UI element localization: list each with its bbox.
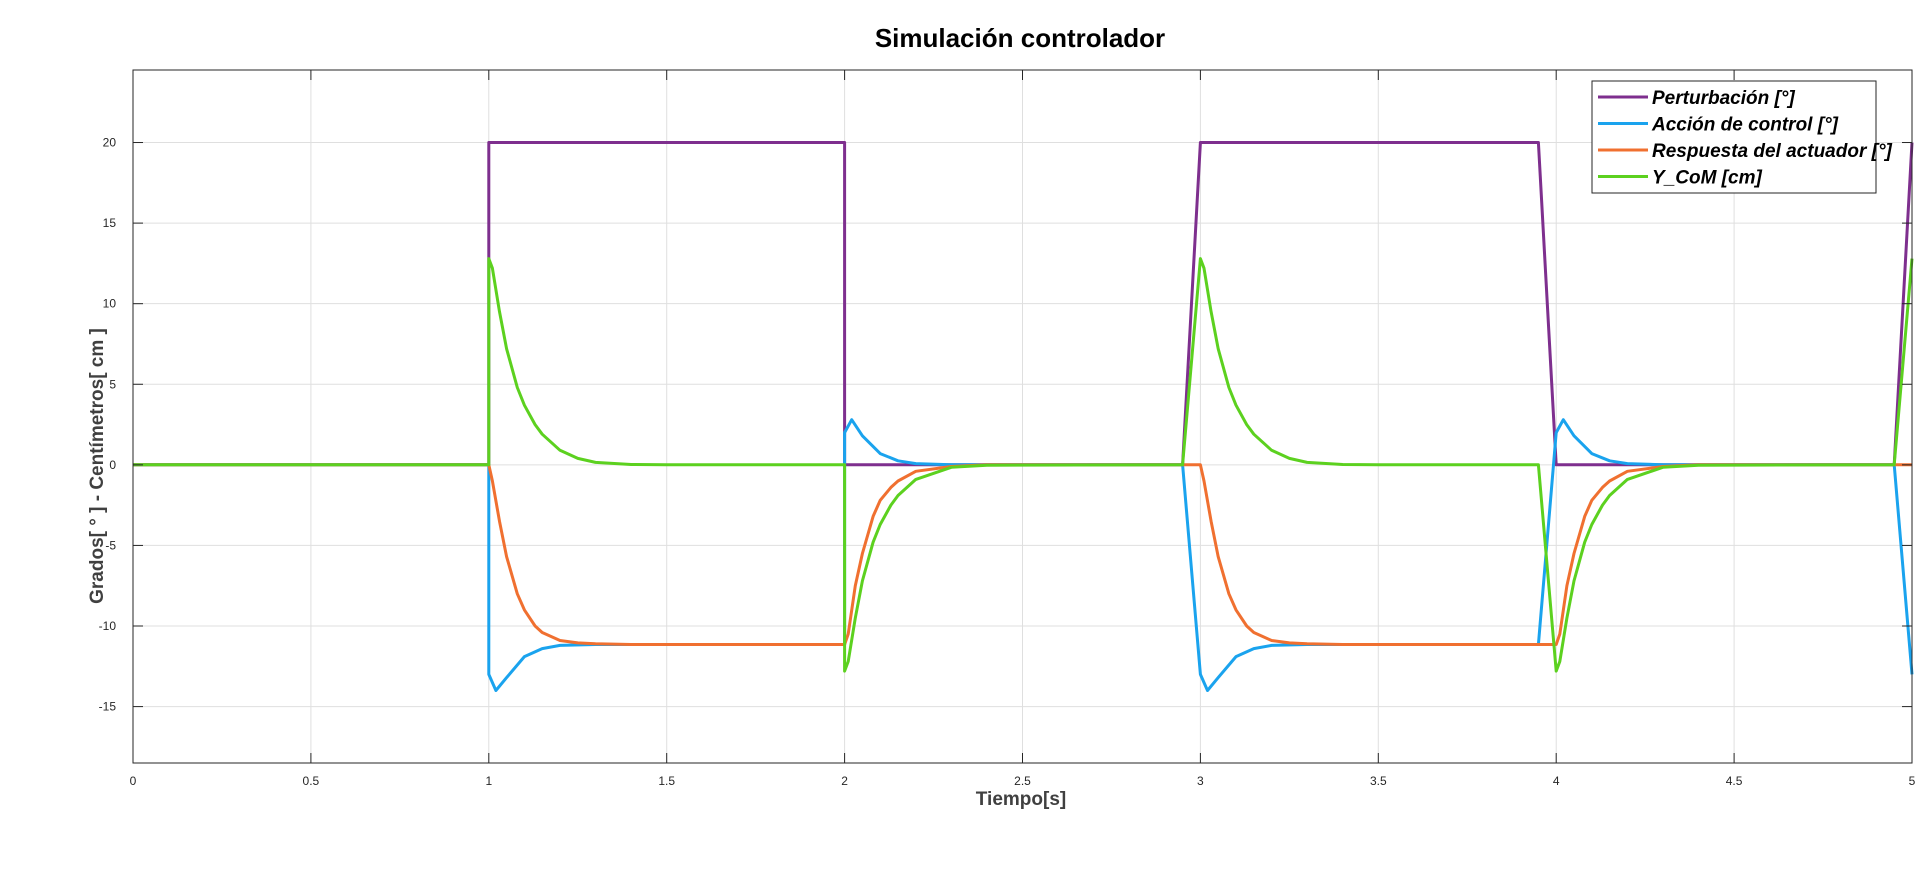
chart-title: Simulación controlador (875, 23, 1165, 53)
tick-labels: 0 0.5 1 1.5 2 2.5 3 3.5 4 4.5 5 -15 -10 -5 0 5 10 15 20 (99, 136, 1916, 788)
x-tick-label: 5 (1909, 774, 1916, 788)
x-axis-label: Tiempo[s] (976, 789, 1066, 810)
x-tick-label: 2 (841, 774, 848, 788)
y-tick-label: 20 (103, 136, 117, 150)
series-line-3 (133, 463, 1912, 646)
legend: Perturbación [°] Acción de control [°] Res… (1591, 80, 1893, 194)
axes (132, 69, 1913, 764)
x-tick-label: 0.5 (303, 774, 320, 788)
x-tick-label: 2.5 (1014, 774, 1031, 788)
x-tick-label: 3.5 (1370, 774, 1387, 788)
series-line-4 (133, 257, 1914, 673)
y-tick-label: 0 (109, 458, 116, 472)
legend-label-4: Y_CoM [cm] (1652, 168, 1762, 189)
series-lines (133, 141, 1914, 692)
x-tick-label: 4 (1553, 774, 1560, 788)
y-axis-label: Grados[ ° ] - Centímetros[ cm ] (87, 328, 108, 604)
x-tick-label: 3 (1197, 774, 1204, 788)
y-tick-label: 5 (109, 377, 116, 391)
y-tick-label: -15 (99, 700, 117, 714)
legend-label-3: Respuesta del actuador [°] (1652, 141, 1893, 162)
y-tick-label: 15 (103, 216, 117, 230)
y-tick-label: -5 (105, 538, 116, 552)
legend-box (1591, 80, 1877, 194)
y-tick-label: 10 (103, 297, 117, 311)
x-tick-label: 0 (130, 774, 137, 788)
legend-label-2: Acción de control [°] (1651, 115, 1839, 136)
y-tick-label: -10 (99, 619, 117, 633)
x-tick-label: 1 (485, 774, 492, 788)
x-tick-label: 1.5 (658, 774, 675, 788)
legend-label-1: Perturbación [°] (1652, 88, 1795, 109)
x-tick-label: 4.5 (1726, 774, 1743, 788)
